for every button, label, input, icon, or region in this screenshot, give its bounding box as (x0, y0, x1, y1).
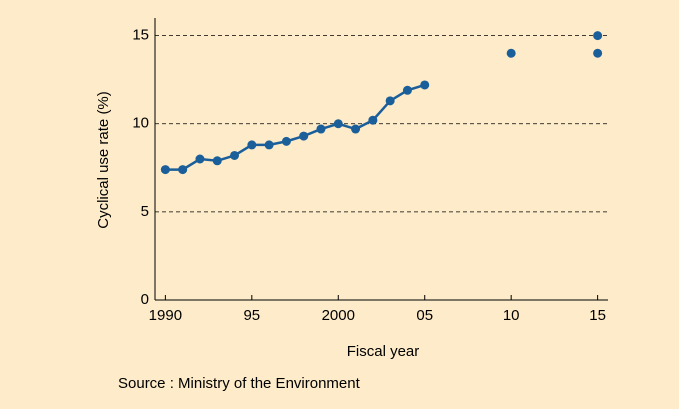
point (593, 31, 603, 41)
y-tick-label: 15 (132, 27, 149, 44)
point (160, 165, 170, 175)
point (247, 140, 257, 150)
point (264, 140, 274, 150)
x-tick-label: 95 (243, 307, 260, 324)
y-tick-label: 5 (141, 203, 149, 220)
point (316, 124, 326, 134)
x-tick-label: 1990 (149, 307, 182, 324)
x-tick-label: 05 (416, 307, 433, 324)
point (212, 156, 222, 166)
line (165, 83, 426, 171)
point (281, 136, 291, 146)
point (420, 80, 430, 90)
x-tick-label: 15 (589, 307, 606, 324)
point (506, 48, 516, 58)
x-tick-label: 10 (503, 307, 520, 324)
source: Source : Ministry of the Environment (118, 375, 361, 392)
y-tick-label: 0 (141, 291, 149, 308)
point (351, 124, 361, 134)
point (230, 150, 240, 160)
x-axis-label: Fiscal year (347, 343, 420, 360)
point (402, 85, 412, 95)
point (195, 154, 205, 164)
point (178, 165, 188, 175)
y-axis-label: Cyclical use rate (%) (95, 91, 112, 229)
point (368, 115, 378, 125)
point (385, 96, 395, 106)
y-tick-label: 10 (132, 115, 149, 132)
x-tick-label: 2000 (322, 307, 355, 324)
point (593, 48, 603, 58)
point (333, 119, 343, 129)
point (299, 131, 309, 141)
